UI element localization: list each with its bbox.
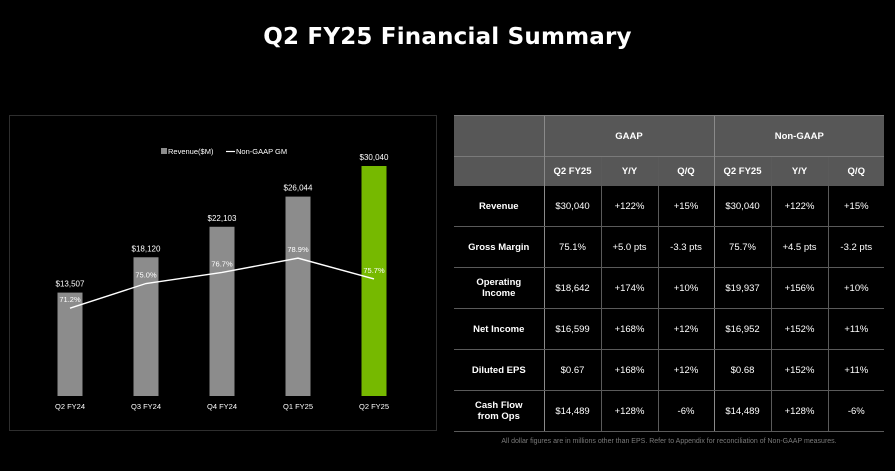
table-cell: +12%: [657, 308, 714, 350]
financial-summary-table: GAAP Non-GAAP Q2 FY25 Y/Y Q/Q Q2 FY25 Y/Y Q/Q…: [454, 115, 885, 432]
bar-q4-fy24: [209, 226, 235, 396]
line-series: 71.2% 75.0% 76.7% 78.9% 75.7%: [59, 245, 385, 309]
table-row: Revenue $30,040 +122% +15% $30,040 +122% +15%: [454, 186, 885, 227]
legend-label-gm: Non-GAAP GM: [236, 147, 287, 156]
bar-q3-fy24: [133, 257, 159, 396]
x-axis: Q2 FY24 Q3 FY24 Q4 FY24 Q1 FY25 Q2 FY25: [55, 402, 389, 411]
footnote: All dollar figures are in millions other…: [501, 438, 837, 445]
column-header: Q2 FY25: [543, 156, 601, 186]
table-cell: $14,489: [713, 390, 771, 432]
table-row: Net Income $16,599 +168% +12% $16,952 +152% +1…: [454, 308, 885, 350]
table-cell: $30,040: [543, 186, 601, 227]
gm-point-label: 71.2%: [59, 295, 81, 304]
table-cell: $30,040: [713, 186, 771, 227]
page-title: Q2 FY25 Financial Summary: [263, 24, 632, 50]
column-header: Q/Q: [657, 156, 714, 186]
table-cell: -6%: [827, 390, 885, 432]
table-cell: $16,952: [713, 308, 771, 350]
table-row: Gross Margin 75.1% +5.0 pts -3.3 pts 75.7% +4…: [454, 226, 885, 268]
table-cell: +5.0 pts: [600, 226, 658, 268]
table-cell: 75.7%: [713, 226, 771, 268]
bar-q2-fy25: [361, 166, 387, 396]
row-label: Gross Margin: [454, 226, 544, 268]
table-cell: +152%: [770, 308, 828, 350]
table-corner-sub: [454, 156, 544, 186]
gm-line: [69, 257, 375, 309]
table-body: Revenue $30,040 +122% +15% $30,040 +122% +15% G…: [454, 186, 885, 432]
table-cell: +122%: [600, 186, 658, 227]
table-cell: 75.1%: [543, 226, 601, 268]
table-cell: +128%: [770, 390, 828, 432]
legend-label-revenue: Revenue($M): [168, 147, 214, 156]
table-cell: $14,489: [543, 390, 601, 432]
table-cell: $18,642: [543, 267, 601, 309]
table-cell: +168%: [600, 349, 658, 391]
bar-series: $13,507 $18,120 $22,103 $26,044 $30,040: [56, 153, 389, 396]
gm-point-label: 75.0%: [135, 271, 157, 280]
x-tick-label: Q2 FY25: [359, 402, 389, 411]
revenue-chart-panel: Revenue($M) Non-GAAP GM $13,507 $18,120 $2…: [9, 115, 437, 431]
table-cell: $0.68: [713, 349, 771, 391]
table-cell: +174%: [600, 267, 658, 309]
legend-bar-swatch: [161, 148, 167, 154]
table-cell: -6%: [657, 390, 714, 432]
bar-value-label: $30,040: [360, 153, 389, 162]
table-cell: +10%: [827, 267, 885, 309]
bar-value-label: $26,044: [284, 184, 313, 193]
x-tick-label: Q4 FY24: [207, 402, 237, 411]
table-cell: +10%: [657, 267, 714, 309]
table-cell: +122%: [770, 186, 828, 227]
table-cell: +4.5 pts: [770, 226, 828, 268]
bar-q2-fy24: [57, 292, 83, 396]
table-cell: +152%: [770, 349, 828, 391]
gm-point-label: 75.7%: [363, 266, 385, 275]
x-tick-label: Q1 FY25: [283, 402, 313, 411]
table-column-header-row: Q2 FY25 Y/Y Q/Q Q2 FY25 Y/Y Q/Q: [454, 156, 885, 186]
bar-q1-fy25: [285, 196, 311, 396]
non-gaap-group-header: Non-GAAP: [713, 115, 885, 157]
row-label: Operating Income: [454, 267, 544, 309]
row-label: Diluted EPS: [454, 349, 544, 391]
table-cell: $16,599: [543, 308, 601, 350]
table-corner: [454, 115, 544, 157]
table-cell: +15%: [657, 186, 714, 227]
row-label: Net Income: [454, 308, 544, 350]
table-row: Operating Income $18,642 +174% +10% $19,937 +1…: [454, 267, 885, 309]
table-row: Diluted EPS $0.67 +168% +12% $0.68 +152% +11%: [454, 349, 885, 391]
column-header: Y/Y: [600, 156, 658, 186]
row-label: Revenue: [454, 186, 544, 227]
table-cell: +168%: [600, 308, 658, 350]
table-group-header-row: GAAP Non-GAAP: [454, 115, 885, 157]
bar-value-label: $22,103: [208, 214, 237, 223]
row-label: Cash Flow from Ops: [454, 390, 544, 432]
table-cell: -3.2 pts: [827, 226, 885, 268]
table-cell: +128%: [600, 390, 658, 432]
table-cell: +15%: [827, 186, 885, 227]
table-cell: +12%: [657, 349, 714, 391]
x-tick-label: Q3 FY24: [131, 402, 161, 411]
gaap-group-header: GAAP: [543, 115, 714, 157]
revenue-chart: Revenue($M) Non-GAAP GM $13,507 $18,120 $2…: [55, 147, 389, 411]
table-cell: $19,937: [713, 267, 771, 309]
chart-legend: Revenue($M) Non-GAAP GM: [161, 147, 287, 156]
table-row: Cash Flow from Ops $14,489 +128% -6% $14,489 +…: [454, 390, 885, 432]
gm-point-label: 76.7%: [211, 259, 233, 268]
column-header: Q2 FY25: [713, 156, 771, 186]
column-header: Q/Q: [827, 156, 885, 186]
x-tick-label: Q2 FY24: [55, 402, 85, 411]
table-cell: +11%: [827, 308, 885, 350]
table-cell: +156%: [770, 267, 828, 309]
table-cell: $0.67: [543, 349, 601, 391]
column-header: Y/Y: [770, 156, 828, 186]
gm-point-label: 78.9%: [287, 245, 309, 254]
bar-value-label: $18,120: [132, 244, 161, 253]
table-cell: -3.3 pts: [657, 226, 714, 268]
table-cell: +11%: [827, 349, 885, 391]
bar-value-label: $13,507: [56, 280, 85, 289]
